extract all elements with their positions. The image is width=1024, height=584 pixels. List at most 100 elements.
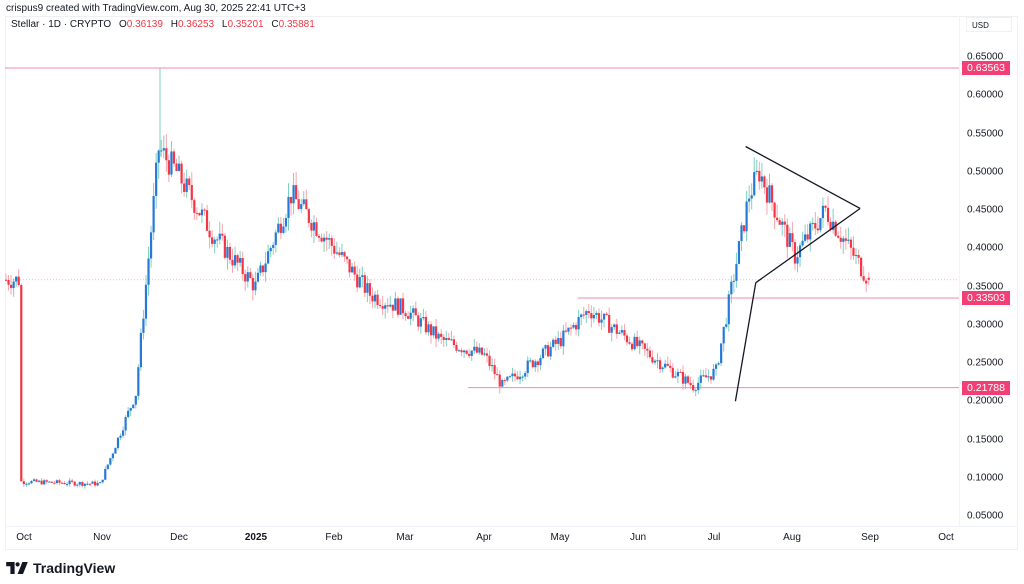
candle-body <box>254 281 257 291</box>
price-tick: 0.30000 <box>967 319 1004 331</box>
price-tick: 0.20000 <box>967 395 1004 407</box>
candle-body <box>669 365 672 368</box>
candle-body <box>427 324 430 333</box>
candle-body <box>636 336 639 347</box>
candle-body <box>114 448 117 454</box>
candle-body <box>546 345 550 357</box>
candle-body <box>106 464 109 469</box>
price-tick: 0.15000 <box>967 434 1004 445</box>
candle-body <box>493 365 496 375</box>
candle-body <box>48 481 51 483</box>
candle-body <box>577 317 580 330</box>
candle-body <box>862 276 865 281</box>
candle-body <box>526 360 529 374</box>
candle-body <box>399 298 402 315</box>
candle-body <box>25 483 28 485</box>
candle-body <box>412 308 415 313</box>
candle-body <box>221 233 224 236</box>
candle-body <box>338 252 341 255</box>
price-tick: 0.35000 <box>967 281 1004 292</box>
candle-body <box>661 367 664 370</box>
candle-body <box>727 294 730 325</box>
candle-body <box>826 207 830 222</box>
candle-body <box>473 346 476 351</box>
candle-body <box>702 375 705 377</box>
price-level-tag: 0.21788 <box>962 380 1010 395</box>
candle-body <box>521 376 524 378</box>
candle-body <box>712 368 715 380</box>
candle-body <box>549 346 552 357</box>
candle-body <box>424 317 428 333</box>
candle-body <box>119 435 122 438</box>
candle-body <box>773 202 776 218</box>
candle-body <box>630 343 634 350</box>
candle-body <box>753 172 756 196</box>
candle-body <box>763 176 766 188</box>
candle-body <box>857 254 860 258</box>
candle-body <box>674 376 677 378</box>
candle-body <box>786 224 789 247</box>
candle-body <box>750 195 753 199</box>
candle-body <box>468 353 471 356</box>
candle-body <box>282 226 285 233</box>
candle-body <box>806 234 809 240</box>
candle-body <box>796 257 799 264</box>
candle-body <box>689 382 692 386</box>
candle-body <box>379 304 382 307</box>
candle-body <box>193 200 196 213</box>
candle-body <box>409 312 412 319</box>
candle-body <box>748 198 751 202</box>
candle-body <box>348 259 351 273</box>
candle-body <box>180 163 183 184</box>
candle-body <box>671 367 674 378</box>
candle-body <box>17 276 20 285</box>
candle-body <box>518 376 522 380</box>
candle-body <box>641 340 644 344</box>
candle-body <box>804 234 807 241</box>
candle-body <box>437 333 440 339</box>
candle-body <box>384 305 387 309</box>
candle-body <box>844 238 847 241</box>
candle-body <box>501 380 504 387</box>
candle-body <box>328 238 331 240</box>
candle-body <box>699 375 702 383</box>
candle-body <box>183 183 186 192</box>
time-tick: Oct <box>938 532 954 543</box>
candle-body <box>648 350 651 358</box>
low-label: L <box>221 19 228 30</box>
candle-body <box>320 237 323 242</box>
candle-body <box>679 371 682 373</box>
candle-body <box>531 360 534 368</box>
candle-body <box>765 187 769 203</box>
candle-body <box>478 347 481 353</box>
candle-body <box>27 483 31 485</box>
candle-body <box>781 221 784 225</box>
time-tick: Aug <box>783 532 801 543</box>
candle-body <box>40 480 43 485</box>
candle-body <box>745 201 748 232</box>
candle-body <box>832 221 835 230</box>
currency-button[interactable]: USD <box>966 17 1012 32</box>
candle-body <box>307 209 310 223</box>
close-value: 0.35881 <box>278 19 315 30</box>
candle-body <box>104 468 107 480</box>
price-tick: 0.45000 <box>967 204 1004 216</box>
candle-body <box>664 363 667 368</box>
candle-body <box>676 371 679 377</box>
symbol-name[interactable]: Stellar · 1D · CRYPTO <box>11 19 112 30</box>
candle-body <box>391 304 394 311</box>
candle-body <box>50 481 53 483</box>
low-value: 0.35201 <box>227 19 264 30</box>
candle-body <box>99 482 102 484</box>
candle-body <box>480 347 484 355</box>
candle-body <box>7 279 10 285</box>
candle-body <box>778 220 781 225</box>
candle-body <box>623 330 626 336</box>
candle-body <box>450 339 453 341</box>
time-tick: Oct <box>16 532 32 543</box>
candle-body <box>292 185 295 204</box>
symbol-legend: Stellar · 1D · CRYPTO O0.36139 H0.36253 … <box>11 19 315 30</box>
candle-body <box>760 176 763 182</box>
candle-body <box>162 148 165 151</box>
